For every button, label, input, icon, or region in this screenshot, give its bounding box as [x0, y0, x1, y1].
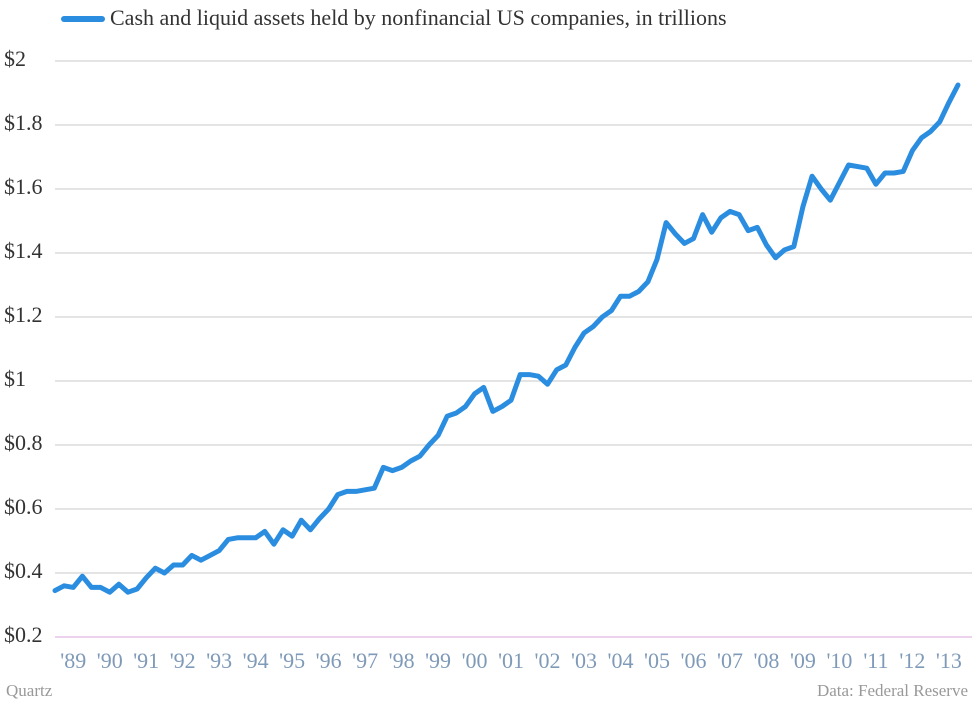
- x-tick-label: '03: [571, 648, 597, 673]
- x-tick-label: '92: [170, 648, 196, 673]
- y-tick-label: $1.6: [4, 174, 43, 199]
- credit: Quartz: [6, 681, 53, 700]
- x-tick-label: '98: [389, 648, 415, 673]
- x-tick-label: '00: [462, 648, 488, 673]
- y-tick-label: $0.2: [4, 622, 43, 647]
- y-tick-label: $0.6: [4, 494, 43, 519]
- x-tick-label: '05: [644, 648, 670, 673]
- x-tick-label: '01: [498, 648, 524, 673]
- x-tick-label: '94: [243, 648, 269, 673]
- y-tick-label: $1.2: [4, 302, 43, 327]
- x-tick-label: '13: [936, 648, 962, 673]
- x-tick-label: '93: [206, 648, 232, 673]
- x-tick-label: '08: [753, 648, 779, 673]
- source: Data: Federal Reserve: [817, 681, 968, 700]
- x-tick-label: '12: [899, 648, 925, 673]
- x-tick-label: '96: [316, 648, 342, 673]
- x-tick-label: '06: [681, 648, 707, 673]
- x-tick-label: '91: [133, 648, 159, 673]
- x-tick-label: '90: [97, 648, 123, 673]
- x-tick-label: '11: [863, 648, 888, 673]
- legend-label: Cash and liquid assets held by nonfinanc…: [110, 5, 727, 30]
- x-tick-label: '95: [279, 648, 305, 673]
- x-tick-label: '97: [352, 648, 378, 673]
- data-line: [52, 82, 961, 595]
- x-tick-label: '99: [425, 648, 451, 673]
- x-tick-label: '10: [826, 648, 852, 673]
- x-tick-label: '89: [60, 648, 86, 673]
- y-tick-label: $0.4: [4, 558, 43, 583]
- x-tick-label: '02: [535, 648, 561, 673]
- y-tick-label: $2: [4, 46, 26, 71]
- y-tick-label: $1.4: [4, 238, 43, 263]
- x-tick-label: '04: [608, 648, 634, 673]
- y-tick-label: $1.8: [4, 110, 43, 135]
- x-tick-label: '09: [790, 648, 816, 673]
- x-tick-label: '07: [717, 648, 743, 673]
- y-tick-label: $1: [4, 366, 26, 391]
- y-tick-label: $0.8: [4, 430, 43, 455]
